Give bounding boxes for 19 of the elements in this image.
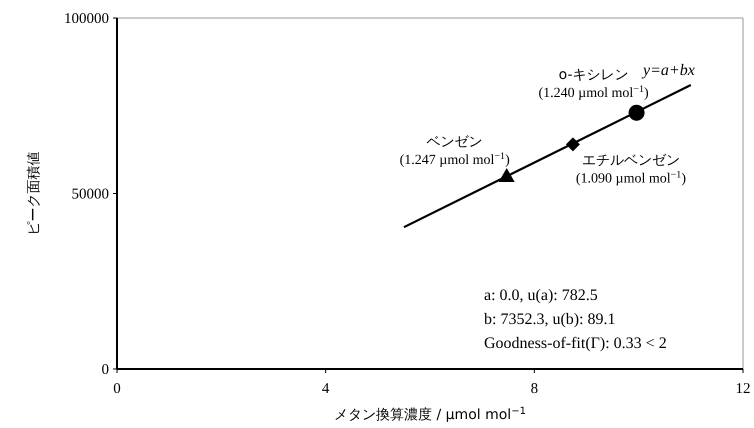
y-tick-label: 100000 xyxy=(64,11,109,27)
annotation: (1.240 µmol mol$^{−1}$) xyxy=(538,83,649,101)
x-axis-title: メタン換算濃度 / µmol mol$^{−1}$ xyxy=(334,406,526,423)
series-label: エチルベンゼン xyxy=(582,152,680,168)
y-axis-title: ピーク面積値 xyxy=(26,152,42,236)
x-tick-label: 12 xyxy=(736,381,750,397)
x-tick-label: 0 xyxy=(113,381,121,397)
series-label: o-キシレン xyxy=(558,66,629,83)
annotation: (1.090 µmol mol$^{−1}$) xyxy=(576,168,686,186)
annotation: Goodness-of-fit(Γ): 0.33 < 2 xyxy=(484,335,667,352)
x-tick-label: 4 xyxy=(322,381,330,397)
y-tick-label: 50000 xyxy=(72,186,109,202)
annotation: a: 0.0, u(a): 782.5 xyxy=(484,287,598,304)
annotation: b: 7352.3, u(b): 89.1 xyxy=(484,311,616,328)
y-tick-label: 0 xyxy=(102,362,109,378)
x-tick-label: 8 xyxy=(530,381,538,397)
text: ベンゼン xyxy=(426,134,483,150)
series-label: y=a+bx xyxy=(641,62,695,80)
annotation: (1.247 µmol mol$^{−1}$) xyxy=(400,150,510,168)
